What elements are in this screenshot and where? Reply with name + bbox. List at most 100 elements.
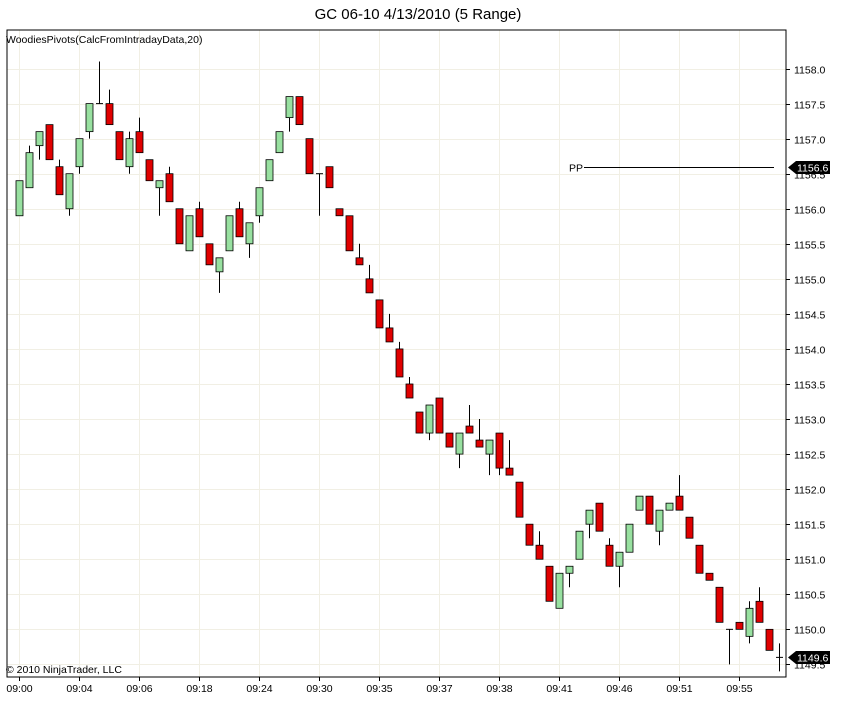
candle-body	[485, 439, 494, 455]
candle-body	[335, 208, 344, 217]
y-tick-label: 1155.5	[794, 240, 825, 252]
candle-body	[385, 327, 394, 343]
candle	[355, 243, 364, 266]
candle-body	[595, 502, 604, 532]
pp-label: PP	[569, 163, 583, 175]
candle	[45, 124, 54, 161]
candle	[385, 313, 394, 343]
candle-body	[465, 425, 474, 434]
candle-body	[425, 404, 434, 434]
candle-body	[615, 551, 624, 567]
x-tick-label: 09:55	[726, 683, 752, 695]
candle	[405, 376, 414, 399]
candle	[65, 173, 74, 216]
candle-body	[255, 187, 264, 217]
x-axis: 09:00 09:04 09:06 09:18 09:24 09:30 09:35 09:37…	[6, 677, 753, 695]
candle-body	[545, 565, 554, 602]
candle-body	[305, 138, 314, 175]
indicator-label: WoodiesPivots(CalcFromIntradayData,20)	[6, 34, 202, 46]
x-tick-label: 09:51	[666, 683, 692, 695]
candle	[185, 215, 194, 252]
chart-title: GC 06-10 4/13/2010 (5 Range)	[315, 6, 522, 23]
candle	[305, 138, 314, 175]
candle	[645, 495, 654, 525]
pp-price-tag-shape	[788, 161, 830, 174]
candle-body	[355, 257, 364, 266]
x-tick-label: 09:41	[546, 683, 572, 695]
candle-body	[145, 159, 154, 182]
candle-body	[75, 138, 84, 168]
candle-body	[125, 138, 134, 168]
candle-body	[635, 495, 644, 511]
x-tick-label: 09:24	[246, 683, 272, 695]
candle	[635, 495, 644, 511]
candle	[535, 531, 544, 560]
x-tick-label: 09:46	[606, 683, 632, 695]
candle-body	[345, 215, 354, 252]
candle-body	[705, 572, 714, 581]
x-tick-label: 09:37	[426, 683, 452, 695]
pp-price-tag: 1156.6	[788, 161, 830, 175]
candle	[665, 502, 674, 511]
candle-body	[105, 103, 114, 126]
candle	[685, 516, 694, 539]
candle	[165, 166, 174, 203]
y-tick-label: 1152.5	[794, 450, 825, 462]
candle	[135, 117, 144, 154]
candle	[726, 628, 733, 665]
candle	[625, 523, 634, 553]
candle-body	[435, 397, 444, 434]
candle-body	[365, 278, 374, 294]
candle-body	[395, 348, 404, 378]
candle-body	[235, 208, 244, 238]
candle	[195, 201, 204, 238]
y-tick-label: 1155.0	[794, 275, 825, 287]
candle	[695, 544, 704, 574]
candle-body	[755, 600, 764, 623]
candle	[776, 643, 783, 672]
pivot-layer: PP	[569, 163, 774, 175]
candle-body	[475, 439, 484, 448]
candle-body	[715, 586, 724, 623]
candle	[365, 264, 374, 294]
candle	[75, 138, 84, 174]
y-tick-label: 1157.5	[794, 100, 825, 112]
candle	[495, 432, 504, 476]
x-tick-label: 09:38	[486, 683, 512, 695]
candle-body	[325, 166, 334, 189]
candle-body	[35, 131, 44, 147]
candlestick-series	[15, 61, 783, 672]
y-tick-label: 1153.0	[794, 415, 825, 427]
candle-body	[265, 159, 274, 182]
candle-body	[25, 152, 34, 189]
pp-price-tag-text: 1156.6	[797, 163, 828, 175]
candle	[485, 439, 494, 476]
y-tick-label: 1152.0	[794, 485, 825, 497]
candle-body	[195, 208, 204, 238]
y-tick-label: 1150.5	[794, 590, 825, 602]
candle-body	[535, 544, 544, 560]
candle	[255, 187, 264, 223]
candle-body	[55, 166, 64, 196]
candle	[345, 215, 354, 252]
candle-body	[495, 432, 504, 469]
candle	[705, 572, 714, 581]
y-tick-label: 1151.5	[794, 520, 825, 532]
candle-body	[155, 180, 164, 189]
candle	[735, 621, 744, 630]
candle	[265, 159, 274, 182]
candle-body	[555, 572, 564, 609]
candle-body	[185, 215, 194, 252]
candle	[395, 341, 404, 378]
candle-body	[285, 96, 294, 119]
last-price-tag-text: 1149.6	[797, 653, 828, 665]
candle	[245, 222, 254, 258]
candle-body	[405, 383, 414, 399]
y-tick-label: 1154.5	[794, 310, 825, 322]
candle	[316, 173, 323, 216]
candle	[505, 440, 514, 476]
candle	[715, 586, 724, 623]
candle	[415, 411, 424, 434]
candle-body	[295, 96, 304, 126]
